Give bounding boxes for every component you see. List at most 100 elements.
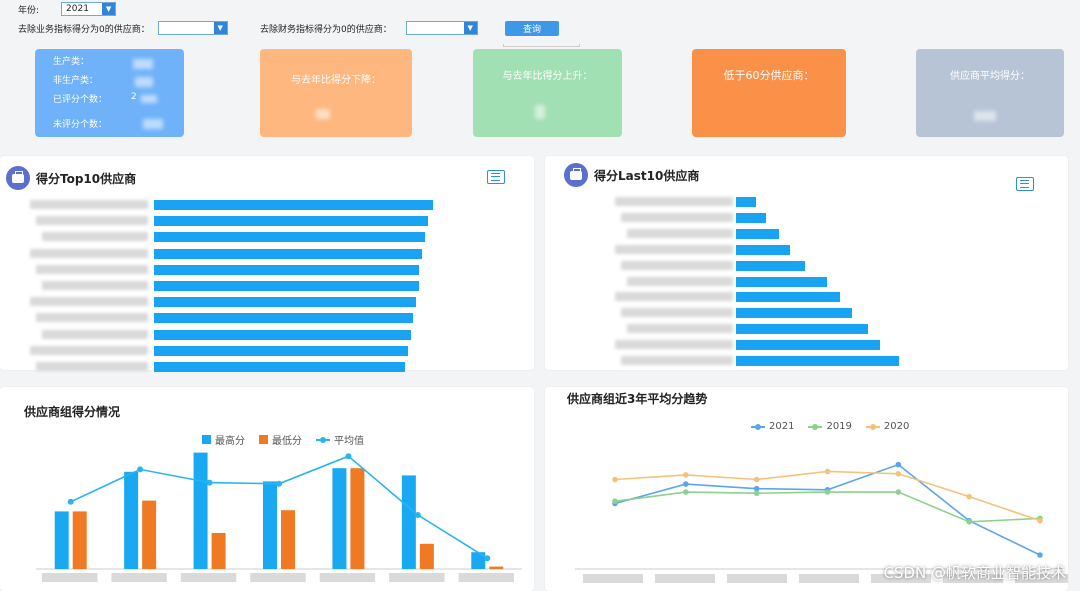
list-icon[interactable] bbox=[487, 170, 505, 184]
supplier-score-bar[interactable] bbox=[154, 281, 420, 291]
blurred-supplier-name bbox=[615, 244, 733, 254]
blurred-value bbox=[316, 109, 330, 119]
blurred-supplier-name bbox=[36, 362, 148, 371]
kpi-card-below-60[interactable]: 低于60分供应商： bbox=[692, 49, 846, 137]
yoy-down-label: 与去年比得分下降： bbox=[291, 75, 381, 86]
chevron-down-icon[interactable]: ▼ bbox=[102, 3, 116, 15]
group-chart-legend: 最高分 最低分 平均值 bbox=[202, 432, 364, 447]
legend-item-2020[interactable]: 2020 bbox=[865, 421, 909, 432]
bar-min bbox=[419, 543, 434, 569]
exclude-finance-select[interactable]: ▼ bbox=[405, 21, 478, 35]
blurred-category-label bbox=[943, 574, 1003, 583]
supplier-score-bar[interactable] bbox=[736, 356, 900, 366]
blurred-supplier-name bbox=[621, 260, 733, 270]
supplier-score-bar[interactable] bbox=[736, 228, 779, 239]
blurred-supplier-name bbox=[615, 340, 733, 350]
supplier-score-bar[interactable] bbox=[736, 260, 806, 271]
supplier-score-bar[interactable] bbox=[736, 276, 827, 287]
supplier-score-bar[interactable] bbox=[736, 308, 852, 319]
blurred-supplier-name bbox=[30, 345, 148, 355]
exclude-business-filter: 去除业务指标得分为0的供应商： ▼ bbox=[18, 21, 228, 35]
chevron-down-icon[interactable]: ▼ bbox=[213, 22, 227, 34]
bar-max bbox=[263, 481, 277, 569]
supplier-score-bar[interactable] bbox=[736, 292, 840, 303]
blurred-value bbox=[535, 105, 545, 119]
query-button[interactable]: 查询 bbox=[505, 21, 559, 36]
supplier-score-bar[interactable] bbox=[154, 216, 428, 227]
average-point bbox=[206, 479, 213, 486]
supplier-score-bar[interactable] bbox=[154, 248, 422, 259]
trend-point bbox=[824, 468, 831, 475]
average-point bbox=[484, 555, 491, 562]
supplier-score-bar[interactable] bbox=[154, 200, 434, 210]
legend-label: 2019 bbox=[826, 421, 852, 432]
supplier-score-bar[interactable] bbox=[154, 313, 414, 324]
list-icon[interactable] bbox=[1016, 177, 1034, 191]
trend-point bbox=[753, 476, 760, 483]
trend-chart bbox=[575, 461, 1068, 583]
bar-max bbox=[471, 552, 486, 569]
exclude-finance-label: 去除财务指标得分为0的供应商： bbox=[260, 24, 392, 35]
chevron-down-icon[interactable]: ▼ bbox=[463, 22, 477, 34]
kpi-card-yoy-down[interactable]: 与去年比得分下降： bbox=[260, 49, 412, 137]
blurred-value bbox=[974, 111, 996, 121]
year-select[interactable]: 2021 ▼ bbox=[61, 2, 117, 16]
top10-panel: 得分Top10供应商 bbox=[0, 156, 534, 372]
supplier-score-bar[interactable] bbox=[154, 264, 420, 275]
trend-point bbox=[895, 470, 902, 477]
legend-item-2019[interactable]: 2019 bbox=[808, 421, 852, 432]
kpi-card-yoy-up[interactable]: 与去年比得分上升： bbox=[473, 49, 622, 137]
legend-item-min[interactable]: 最低分 bbox=[259, 432, 302, 447]
average-score-label: 供应商平均得分： bbox=[950, 71, 1030, 82]
unscored-label: 未评分个数： bbox=[53, 120, 108, 130]
bar-min bbox=[489, 566, 504, 569]
supplier-score-bar[interactable] bbox=[154, 362, 405, 372]
group-score-panel: 供应商组得分情况 最高分 最低分 平均值 bbox=[0, 387, 534, 591]
legend-item-max[interactable]: 最高分 bbox=[202, 432, 245, 447]
blurred-supplier-name bbox=[36, 264, 148, 274]
blurred-supplier-name bbox=[627, 324, 733, 334]
non-production-label: 非生产类： bbox=[53, 76, 99, 86]
average-point bbox=[345, 453, 352, 460]
supplier-score-bar[interactable] bbox=[736, 324, 868, 335]
blurred-category-label bbox=[250, 573, 306, 582]
kpi-card-supplier-count[interactable]: 生产类： 非生产类： 已评分个数： 2 未评分个数： bbox=[35, 49, 184, 137]
trend-point bbox=[966, 519, 972, 525]
legend-label: 最低分 bbox=[272, 436, 302, 447]
watermark: CSDN @帆软商业智能技术 bbox=[883, 564, 1066, 582]
kpi-card-average-score[interactable]: 供应商平均得分： bbox=[916, 49, 1064, 137]
briefcase-icon bbox=[564, 163, 588, 187]
supplier-score-bar[interactable] bbox=[154, 345, 408, 356]
supplier-score-bar[interactable] bbox=[736, 212, 766, 223]
trend-point bbox=[612, 476, 618, 483]
blurred-category-label bbox=[871, 574, 931, 583]
blurred-category-label bbox=[319, 573, 376, 582]
legend-item-avg[interactable]: 平均值 bbox=[316, 432, 364, 447]
blurred-category-label bbox=[389, 573, 445, 582]
scored-label: 已评分个数： bbox=[53, 95, 108, 105]
legend-item-2021[interactable]: 2021 bbox=[751, 421, 794, 432]
blurred-category-label bbox=[111, 573, 167, 582]
supplier-score-bar[interactable] bbox=[736, 340, 880, 351]
trend-line-2019 bbox=[614, 491, 1041, 523]
exclude-business-select[interactable]: ▼ bbox=[157, 21, 228, 35]
supplier-score-bar[interactable] bbox=[154, 297, 417, 308]
blurred-supplier-name bbox=[621, 212, 733, 222]
trend-point bbox=[683, 481, 689, 487]
bar-max bbox=[124, 471, 139, 569]
blurred-category-label bbox=[458, 573, 514, 582]
supplier-score-bar[interactable] bbox=[154, 232, 425, 243]
supplier-score-bar[interactable] bbox=[154, 329, 411, 340]
supplier-score-bar[interactable] bbox=[736, 244, 791, 255]
bar-max bbox=[193, 452, 208, 569]
trend-title: 供应商组近3年平均分趋势 bbox=[567, 392, 708, 406]
year-filter: 年份: 2021 ▼ bbox=[18, 2, 117, 16]
blurred-value bbox=[143, 119, 163, 129]
supplier-score-bar[interactable] bbox=[736, 197, 756, 207]
exclude-business-label: 去除业务指标得分为0的供应商： bbox=[18, 24, 150, 35]
average-point bbox=[414, 512, 421, 518]
blurred-supplier-name bbox=[30, 248, 148, 258]
exclude-finance-filter: 去除财务指标得分为0的供应商： ▼ bbox=[260, 21, 478, 35]
blurred-supplier-name bbox=[621, 308, 733, 318]
bar-max bbox=[401, 475, 416, 569]
